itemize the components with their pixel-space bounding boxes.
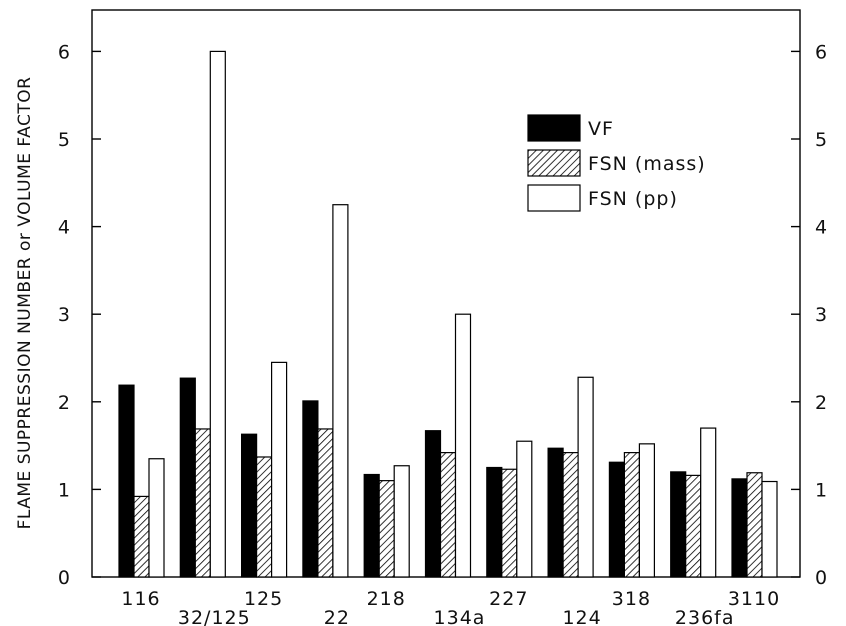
bar-vf-125 [241,433,258,578]
bar-fsn-mass-116 [133,495,150,578]
bar-fsn-mass-32-125 [194,428,211,578]
x-category-label: 227 [489,588,528,610]
bar-vf-22 [302,400,319,578]
legend-label: FSN (mass) [588,153,706,175]
legend-label: VF [588,118,614,140]
bar-fsn-pp-125 [271,361,288,578]
x-category-label: 32/125 [178,607,251,626]
y-tick-label-left: 6 [58,41,70,63]
y-tick-label-right: 2 [815,392,827,414]
y-tick-label-right: 0 [815,567,827,589]
bar-fsn-mass-124 [562,452,579,578]
bar-fsn-mass-227 [501,468,518,578]
bar-fsn-pp-124 [577,376,594,578]
bar-fsn-mass-218 [378,480,395,578]
x-category-label: 22 [324,607,350,626]
y-tick-label-left: 3 [58,304,70,326]
bar-fsn-pp-227 [516,440,533,578]
bar-vf-134a [424,430,442,578]
legend-label: FSN (pp) [588,188,678,210]
y-tick-label-right: 5 [815,129,827,151]
bar-fsn-mass-236fa [685,474,702,578]
x-category-label: 116 [121,588,160,610]
bar-fsn-pp-22 [332,204,349,578]
bar-fsn-mass-22 [317,428,334,578]
bar-fsn-pp-3110 [761,480,778,578]
bar-vf-236fa [670,471,687,578]
y-tick-label-right: 3 [815,304,827,326]
bar-fsn-pp-116 [148,458,165,578]
bar-fsn-pp-318 [638,443,656,578]
bar-vf-116 [118,384,135,578]
bar-vf-3110 [731,478,748,578]
y-tick-label-left: 2 [58,392,70,414]
bar-fsn-mass-3110 [746,472,763,578]
x-category-label: 3110 [728,588,780,610]
bar-vf-124 [547,447,564,578]
bar-fsn-pp-32-125 [209,50,226,578]
y-tick-label-left: 0 [58,567,70,589]
legend: VF FSN (mass) FSN (pp) [527,114,706,212]
y-tick-label-left: 1 [58,479,70,501]
y-tick-label-right: 6 [815,41,827,63]
bar-fsn-pp-134a [454,313,472,578]
bar-fsn-pp-218 [393,465,410,578]
bar-fsn-mass-318 [623,452,641,578]
x-category-label: 125 [244,588,283,610]
legend-swatch [527,114,581,142]
y-tick-label-left: 5 [58,129,70,151]
bar-fsn-mass-125 [256,456,273,578]
y-tick-label-right: 4 [815,217,827,239]
y-axis-title: FLAME SUPPRESSION NUMBER or VOLUME FACTO… [15,77,35,530]
y-axis-ticks: 0 0 1 1 2 2 3 3 4 4 5 5 6 6 [58,41,827,589]
legend-swatch [527,149,581,177]
bar-fsn-mass-134a [439,452,457,578]
bar-fsn-pp-236fa [700,427,717,578]
bar-vf-318 [608,461,626,578]
x-category-label: 236fa [675,607,735,626]
bars-group [118,50,778,578]
legend-swatch [527,184,581,212]
bar-vf-32-125 [179,377,196,578]
x-category-label: 318 [612,588,651,610]
x-category-label: 218 [367,588,406,610]
y-tick-label-left: 4 [58,217,70,239]
bar-vf-227 [486,466,503,578]
x-category-label: 134a [434,607,486,626]
x-category-label: 124 [562,607,601,626]
bar-vf-218 [363,473,380,578]
y-tick-label-right: 1 [815,479,827,501]
